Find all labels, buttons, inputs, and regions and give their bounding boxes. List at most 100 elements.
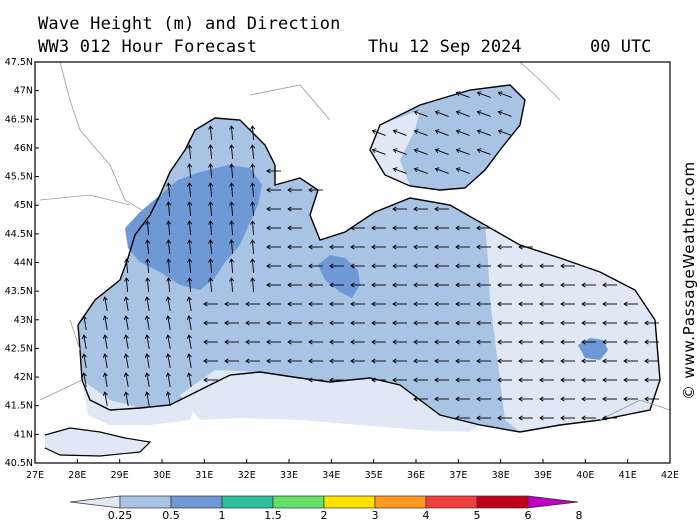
wave-arrow — [102, 372, 108, 387]
wave-arrow — [434, 263, 449, 269]
wave-arrow — [329, 244, 344, 250]
wave-arrow — [266, 168, 281, 174]
wave-arrow — [266, 339, 281, 345]
low-wave-south — [180, 370, 480, 432]
wave-arrow — [581, 320, 596, 326]
wave-arrow — [166, 220, 172, 236]
wave-arrow — [329, 358, 344, 364]
wave-arrow — [518, 320, 533, 326]
colorbar-label: 0.25 — [108, 509, 133, 522]
wave-arrow — [224, 339, 239, 345]
wave-arrow — [476, 263, 491, 269]
wave-arrow — [350, 282, 365, 288]
wave-arrow — [81, 372, 87, 387]
wave-arrow — [186, 334, 192, 349]
lon-tick-label: 32E — [238, 470, 256, 481]
wave-arrow — [497, 110, 512, 117]
wave-arrow — [266, 282, 281, 288]
wave-arrow — [476, 301, 491, 307]
wave-arrow — [229, 220, 235, 236]
colorbar-label: 0.5 — [162, 509, 180, 522]
wave-arrow — [186, 296, 192, 311]
wave-arrow — [434, 148, 449, 155]
coastline-azov — [369, 84, 526, 191]
lat-tick-label: 40.5N — [5, 458, 33, 469]
wave-arrow — [476, 377, 491, 383]
wave-arrow — [413, 320, 428, 326]
colorbar-segment — [170, 495, 223, 509]
wave-arrow — [371, 129, 386, 136]
wave-arrow — [476, 339, 491, 345]
wave-arrow — [644, 377, 659, 383]
wave-arrow — [497, 358, 512, 364]
wave-arrow — [371, 263, 386, 269]
wave-arrow — [166, 277, 172, 293]
wave-arrow — [581, 282, 596, 288]
wave-arrow — [560, 377, 575, 383]
coastline-black-sea — [77, 117, 661, 433]
wave-arrow — [145, 277, 151, 293]
wave-arrow — [245, 339, 260, 345]
wave-arrow — [518, 377, 533, 383]
wave-arrow — [560, 415, 575, 421]
colorbar-segment — [119, 495, 172, 509]
wave-arrow — [250, 182, 256, 198]
wave-arrow — [208, 239, 214, 255]
latitude-ticks: 47.5N 47N 46.5N 46N 45.5N 45N 44.5N 44N 43.5N 43N… — [5, 57, 39, 469]
wave-arrow — [539, 320, 554, 326]
wave-arrow — [123, 296, 129, 311]
wave-arrow — [350, 301, 365, 307]
wave-arrow — [144, 372, 150, 387]
wave-arrow — [560, 263, 575, 269]
colorbar-segment — [69, 495, 121, 509]
wave-arrow — [413, 377, 428, 383]
wave-arrow — [560, 396, 575, 402]
wave-arrow — [224, 301, 239, 307]
lon-tick-label: 34E — [322, 470, 340, 481]
map-title: Wave Height (m) and Direction — [38, 14, 341, 34]
wave-arrow — [203, 301, 218, 307]
wave-arrow — [434, 110, 449, 117]
wave-arrow — [518, 263, 533, 269]
wave-arrow — [434, 377, 449, 383]
wave-arrow — [144, 315, 150, 330]
wave-arrow — [602, 358, 617, 364]
wave-arrow — [497, 415, 512, 421]
colorbar-label: 5 — [474, 509, 481, 522]
wave-arrow — [229, 163, 235, 179]
lon-tick-label: 33E — [280, 470, 298, 481]
wave-arrow — [392, 225, 407, 231]
wave-arrow — [187, 201, 193, 217]
wave-arrow — [165, 334, 171, 349]
wave-arrow — [539, 415, 554, 421]
wave-arrow — [476, 148, 491, 155]
wave-arrow — [539, 377, 554, 383]
wave-arrow — [581, 396, 596, 402]
wave-arrow — [145, 239, 151, 255]
wave-arrow — [476, 358, 491, 364]
wave-arrow — [250, 258, 256, 274]
wave-arrow — [476, 396, 491, 402]
wave-arrow — [455, 358, 470, 364]
wave-arrow — [455, 263, 470, 269]
wave-arrow — [166, 239, 172, 255]
wave-arrow — [287, 244, 302, 250]
wave-arrow — [560, 339, 575, 345]
wave-arrow — [329, 301, 344, 307]
lon-tick-label: 40E — [576, 470, 594, 481]
wave-arrow — [229, 125, 235, 141]
low-wave-west — [82, 380, 200, 425]
wave-arrow — [434, 167, 449, 174]
wave-arrow — [329, 263, 344, 269]
wave-arrow — [455, 282, 470, 288]
wave-arrow — [203, 320, 218, 326]
lat-tick-label: 42N — [14, 372, 33, 383]
wave-arrow — [166, 182, 172, 198]
wave-arrow — [392, 339, 407, 345]
wave-arrow — [476, 320, 491, 326]
wave-arrow — [434, 129, 449, 136]
wave-arrow — [560, 320, 575, 326]
wave-arrow — [81, 315, 87, 330]
lat-tick-label: 45.5N — [5, 172, 33, 183]
